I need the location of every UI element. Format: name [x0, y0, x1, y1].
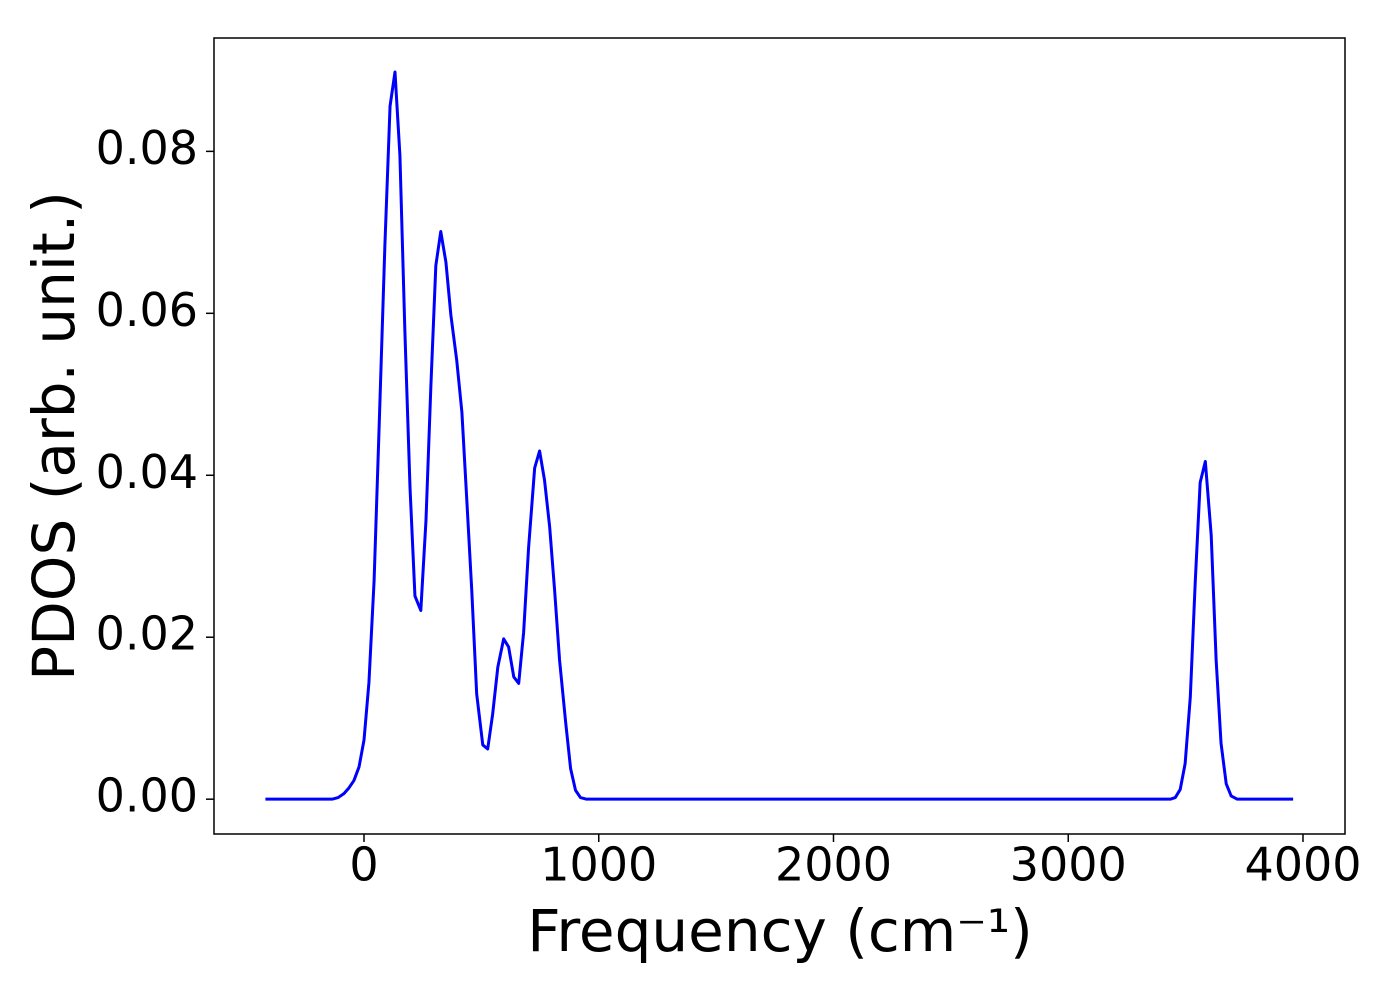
data-line [265, 70, 1294, 801]
x-tick-label: 0 [349, 838, 378, 892]
y-tick-label: 0.04 [96, 445, 198, 499]
y-tick-label: 0.02 [96, 607, 198, 661]
plot-frame [213, 37, 1346, 835]
x-tick-label: 1000 [540, 838, 657, 892]
x-axis-label: Frequency (cm⁻¹) [527, 897, 1033, 965]
y-tick-label: 0.06 [96, 283, 198, 337]
y-tick-label: 0.00 [96, 769, 198, 823]
x-tick-label: 2000 [775, 838, 892, 892]
x-tick-label: 3000 [1010, 838, 1127, 892]
x-tick-label: 4000 [1244, 838, 1361, 892]
y-tick-label: 0.08 [96, 121, 198, 175]
y-axis-label: PDOS (arb. unit.) [20, 191, 88, 681]
